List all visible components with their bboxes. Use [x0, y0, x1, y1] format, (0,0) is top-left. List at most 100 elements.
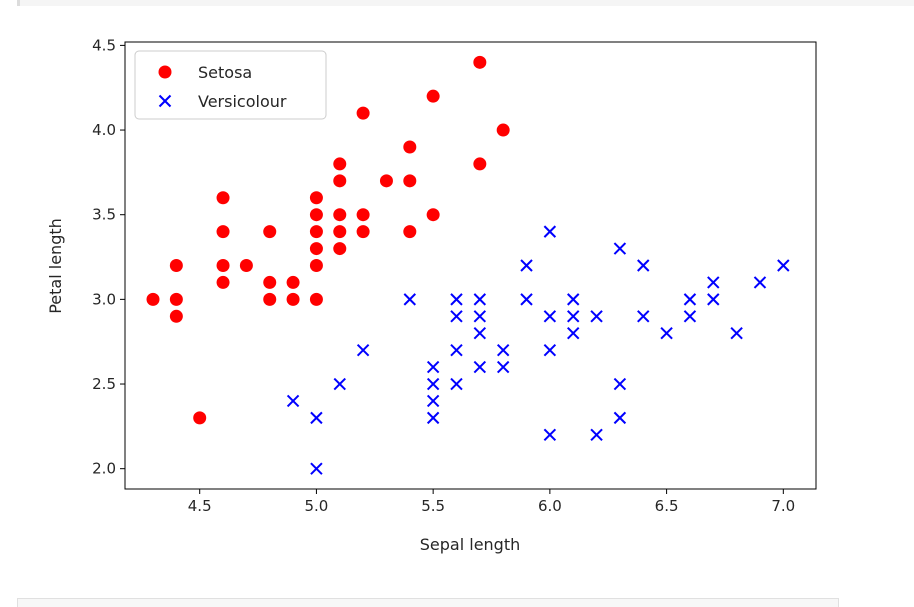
versicolour-point	[426, 377, 440, 391]
versicolour-point	[543, 343, 557, 357]
setosa-point	[333, 157, 347, 171]
series-versicolour	[286, 225, 790, 475]
versicolour-point	[473, 293, 487, 306]
versicolour-point	[637, 259, 650, 272]
setosa-point	[333, 208, 347, 222]
setosa-point	[403, 140, 417, 154]
versicolour-point	[286, 394, 300, 408]
versicolour-point	[707, 293, 720, 306]
setosa-point	[263, 225, 277, 239]
versicolour-point	[730, 327, 743, 340]
versicolour-point	[426, 394, 440, 408]
setosa-point	[309, 225, 323, 239]
x-tick-label: 7.0	[771, 497, 795, 515]
versicolour-point	[496, 360, 510, 374]
legend: Setosa Versicolour	[134, 50, 327, 120]
setosa-point	[473, 55, 487, 69]
x-axis-label: Sepal length	[420, 535, 521, 554]
versicolour-point	[613, 411, 627, 425]
top-cell-edge	[17, 0, 914, 6]
legend-label-versicolour: Versicolour	[198, 92, 287, 111]
legend-marker-versicolour	[158, 94, 172, 108]
setosa-point	[146, 292, 160, 306]
axes-frame	[124, 41, 817, 490]
versicolour-point	[473, 360, 487, 374]
versicolour-point	[450, 293, 463, 306]
y-axis-label: Petal length	[46, 218, 65, 314]
setosa-point	[169, 309, 183, 323]
versicolour-point	[567, 293, 580, 306]
setosa-point	[216, 225, 230, 239]
versicolour-point	[473, 310, 487, 323]
versicolour-point	[310, 462, 323, 475]
setosa-point	[356, 106, 370, 120]
versicolour-point	[707, 276, 720, 289]
setosa-point	[333, 225, 347, 239]
versicolour-point	[590, 310, 603, 323]
versicolour-point	[356, 343, 370, 357]
setosa-point	[169, 292, 183, 306]
versicolour-point	[520, 293, 533, 306]
versicolour-point	[567, 327, 580, 340]
setosa-point	[216, 275, 230, 289]
y-tick-label: 4.0	[92, 121, 116, 139]
versicolour-point	[520, 259, 533, 272]
setosa-point	[169, 259, 183, 272]
x-tick-label: 4.5	[188, 497, 212, 515]
setosa-point	[333, 242, 347, 256]
versicolour-point	[310, 411, 323, 425]
setosa-point	[356, 225, 370, 239]
versicolour-point	[683, 310, 697, 323]
setosa-point	[403, 174, 417, 188]
y-tick-label: 2.5	[92, 375, 116, 393]
setosa-point	[309, 292, 323, 306]
setosa-point	[309, 259, 323, 272]
x-tick-label: 6.0	[538, 497, 562, 515]
versicolour-point	[683, 293, 697, 306]
setosa-point	[309, 208, 323, 222]
versicolour-point	[753, 276, 767, 289]
legend-box	[134, 50, 327, 120]
x-tick-label: 6.5	[655, 497, 679, 515]
setosa-point	[333, 174, 347, 188]
versicolour-point	[543, 310, 557, 323]
setosa-point	[403, 225, 417, 239]
next-cell-edge	[17, 598, 839, 607]
versicolour-point	[613, 242, 627, 255]
versicolour-point	[450, 343, 463, 357]
setosa-point	[426, 89, 440, 103]
y-tick-label: 3.5	[92, 206, 116, 224]
setosa-point	[193, 411, 207, 425]
versicolour-point	[613, 377, 627, 391]
setosa-point	[263, 275, 277, 289]
setosa-point	[356, 208, 370, 222]
y-tick-label: 3.0	[92, 290, 116, 308]
versicolour-point	[567, 310, 580, 323]
y-tick-label: 4.5	[92, 36, 116, 54]
x-tick-label: 5.5	[421, 497, 445, 515]
setosa-point	[379, 174, 393, 188]
setosa-point	[239, 259, 253, 272]
x-axis-ticks: 4.5 5.0 5.5 6.0 6.5 7.0	[188, 489, 795, 515]
plot-area	[146, 55, 790, 475]
legend-marker-setosa	[158, 65, 172, 79]
versicolour-point	[637, 310, 650, 323]
versicolour-point	[450, 377, 463, 391]
setosa-point	[473, 157, 487, 171]
setosa-point	[286, 292, 300, 306]
y-tick-label: 2.0	[92, 460, 116, 478]
versicolour-point	[496, 343, 510, 357]
versicolour-point	[333, 377, 346, 391]
versicolour-point	[590, 428, 603, 442]
series-setosa	[146, 55, 510, 425]
versicolour-point	[543, 428, 557, 442]
setosa-point	[426, 208, 440, 222]
versicolour-point	[660, 327, 673, 340]
setosa-point	[286, 275, 300, 289]
setosa-point	[309, 191, 323, 205]
versicolour-point	[473, 327, 487, 340]
y-axis-ticks: 2.0 2.5 3.0 3.5 4.0 4.5	[92, 36, 125, 478]
versicolour-point	[403, 293, 417, 306]
versicolour-point	[543, 225, 557, 238]
